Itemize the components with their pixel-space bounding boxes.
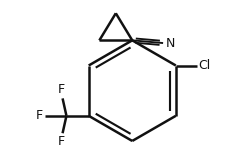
Text: N: N [166,37,175,50]
Text: F: F [58,83,65,96]
Text: F: F [36,109,43,122]
Text: F: F [58,135,65,148]
Text: Cl: Cl [198,59,210,72]
